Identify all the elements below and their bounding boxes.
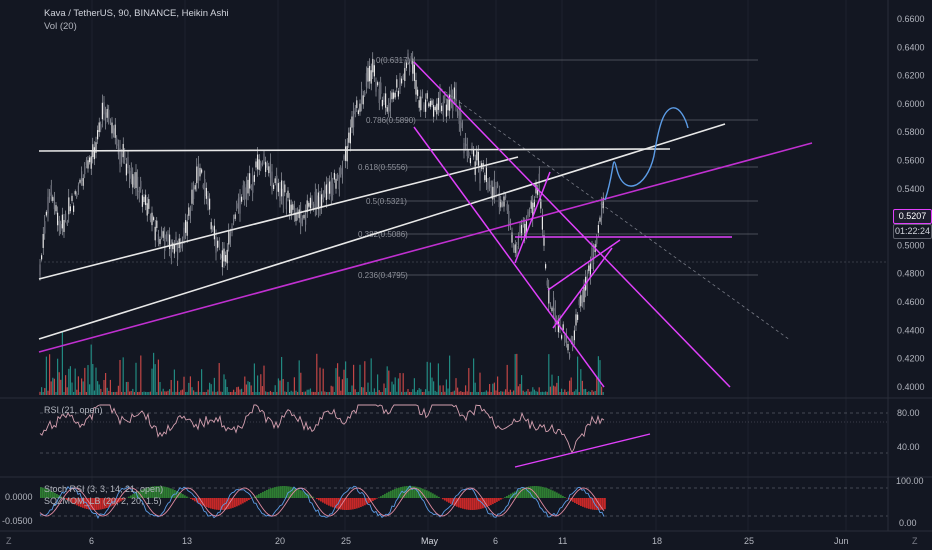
sqzmom-legend[interactable]: SQZMOM_LB (20, 2, 20, 1.5) — [44, 496, 162, 506]
fib-label-382: 0.382(0.5086) — [358, 230, 408, 239]
rsi-trendline — [514, 433, 651, 468]
time-label-20: 20 — [275, 536, 285, 546]
stoch-axis-100: 100.00 — [896, 476, 924, 486]
fib-retracement — [380, 59, 758, 276]
corner-right-z[interactable]: Z — [912, 536, 918, 546]
time-label-11: 11 — [558, 536, 567, 546]
price-axis-label: 0.6200 — [897, 71, 925, 81]
countdown-tag: 01:22:24 — [893, 224, 932, 239]
fib-label-786: 0.786(0.5890) — [366, 116, 416, 125]
time-axis: 6 13 20 25 May 6 11 18 25 Jun — [89, 536, 849, 546]
time-label-jun: Jun — [834, 536, 849, 546]
rsi-axis-80: 80.00 — [897, 408, 920, 418]
rsi-pane — [0, 397, 932, 468]
symbol-legend[interactable]: Kava / TetherUS, 90, BINANCE, Heikin Ash… — [44, 8, 229, 19]
time-label-may6: 6 — [493, 536, 498, 546]
purple-trendline — [38, 142, 813, 353]
stoch-axis-0: 0.00 — [899, 518, 917, 528]
stoch-legend[interactable]: Stoch RSI (3, 3, 14, 21, open) — [44, 484, 164, 494]
fib-label-618: 0.618(0.5556) — [358, 163, 408, 172]
price-axis-label: 0.4000 — [897, 382, 925, 392]
price-axis-label: 0.6000 — [897, 99, 925, 109]
fib-labels: 0(0.6317) 0.786(0.5890) 0.618(0.5556) 0.… — [358, 56, 416, 280]
price-candles — [39, 49, 604, 360]
time-label-18: 18 — [652, 536, 662, 546]
price-axis-label: 0.6400 — [897, 42, 925, 52]
stoch-pane — [0, 476, 932, 519]
price-axis-label: 0.5800 — [897, 127, 925, 137]
fib-label-5: 0.5(0.5321) — [366, 197, 407, 206]
stoch-d-line — [39, 487, 605, 517]
price-axis-label: 0.4400 — [897, 325, 925, 335]
time-label-13: 13 — [182, 536, 192, 546]
volume-bars — [39, 331, 604, 395]
time-label-may25: 25 — [744, 536, 754, 546]
price-axis-label: 0.4200 — [897, 354, 925, 364]
magenta-drawings — [413, 61, 732, 388]
fib-label-0: 0(0.6317) — [376, 56, 411, 65]
corner-left-z[interactable]: Z — [6, 536, 12, 546]
white-trendlines — [38, 123, 726, 340]
price-axis-label: 0.5400 — [897, 184, 925, 194]
stoch-k-line — [39, 485, 605, 519]
price-axis-label: 0.5000 — [897, 240, 925, 250]
fib-label-236: 0.236(0.4795) — [358, 271, 408, 280]
rsi-axis-40: 40.00 — [897, 442, 920, 452]
time-label-25: 25 — [341, 536, 351, 546]
price-axis-label: 0.5600 — [897, 156, 925, 166]
sqz-axis-neg: -0.0500 — [2, 516, 33, 526]
dotted-trendline — [439, 87, 791, 341]
forecast-path — [604, 107, 689, 201]
price-axis: 0.6600 0.6400 0.6200 0.6000 0.5800 0.5600 0.54… — [897, 14, 925, 392]
time-label-may: May — [421, 536, 439, 546]
sqz-axis-0: 0.0000 — [5, 492, 33, 502]
current-price-tag: 0.5207 — [893, 209, 932, 224]
price-axis-label: 0.6600 — [897, 14, 925, 24]
volume-legend[interactable]: Vol (20) — [44, 21, 77, 32]
rsi-line — [39, 404, 605, 454]
grid — [91, 0, 847, 531]
price-axis-label: 0.4800 — [897, 269, 925, 279]
price-axis-label: 0.4600 — [897, 297, 925, 307]
rsi-legend[interactable]: RSI (21, open) — [44, 405, 103, 415]
time-label-6: 6 — [89, 536, 94, 546]
